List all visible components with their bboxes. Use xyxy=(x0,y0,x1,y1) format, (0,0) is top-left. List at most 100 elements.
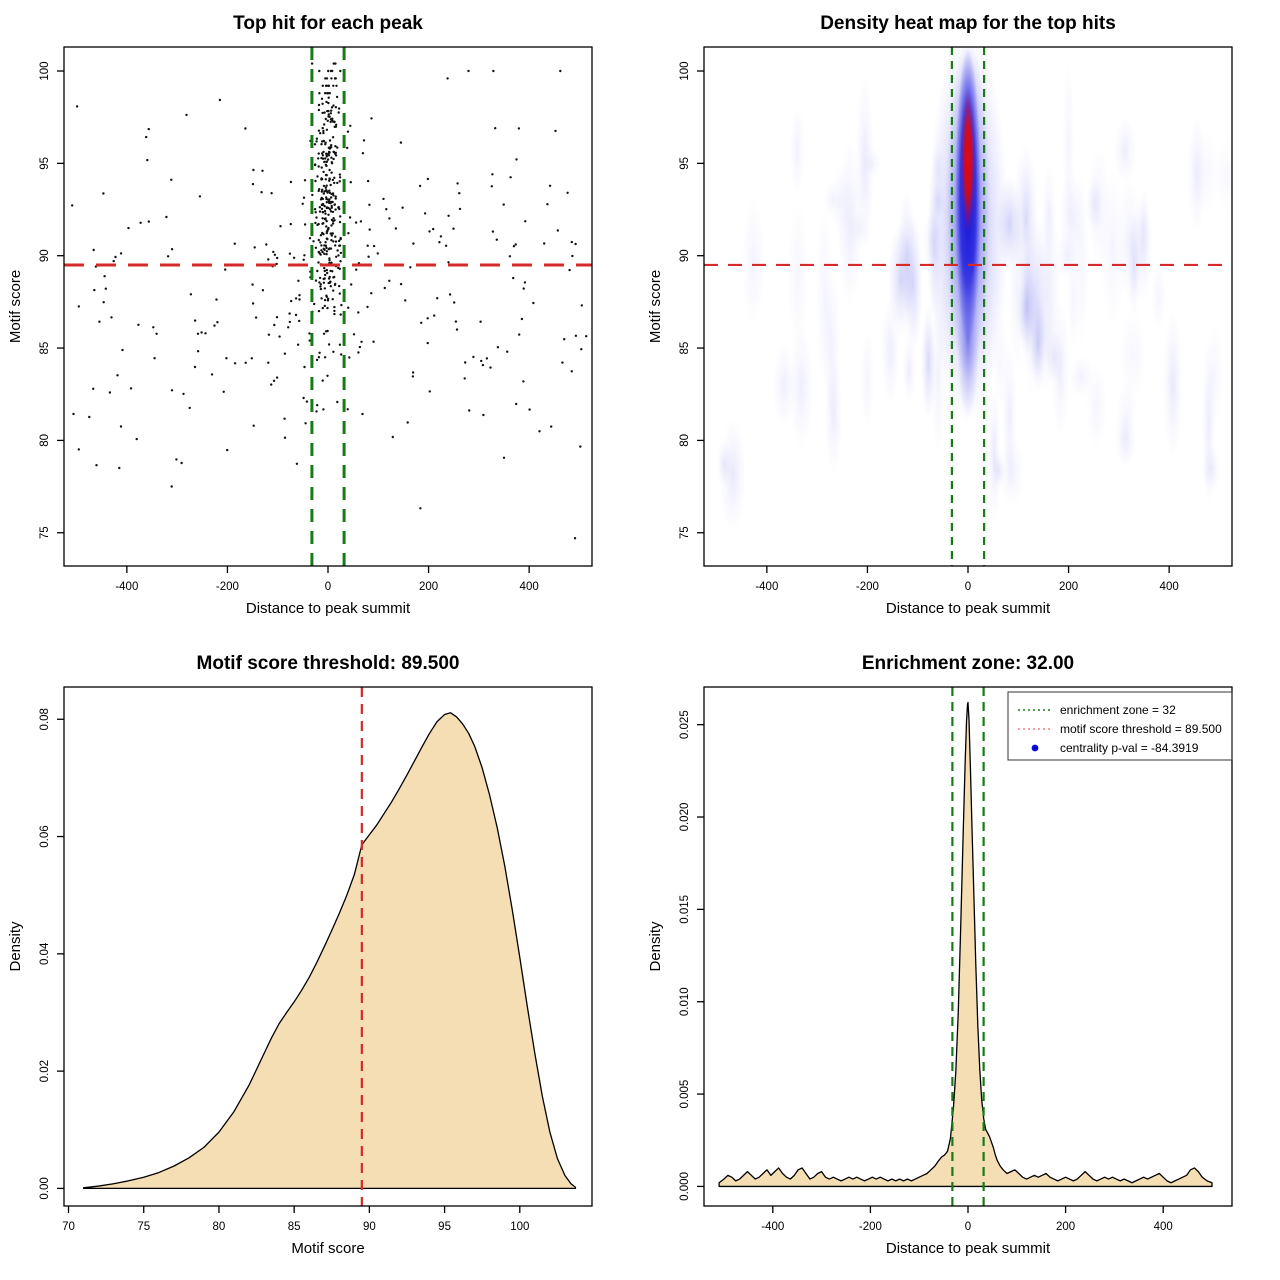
scatter-point xyxy=(409,266,412,269)
legend-box xyxy=(1007,691,1233,761)
scatter-point xyxy=(297,279,300,282)
scatter-point xyxy=(318,210,322,213)
x-tick-label: -400 xyxy=(115,581,138,593)
scatter-point xyxy=(320,190,323,193)
scatter-point xyxy=(447,261,450,264)
scatter-point xyxy=(318,206,322,209)
scatter-point xyxy=(579,445,582,448)
scatter-point xyxy=(322,170,325,174)
scatter-point xyxy=(319,241,322,244)
scatter-point xyxy=(333,77,337,80)
scatter-point xyxy=(318,69,321,73)
scatter-point xyxy=(103,275,106,278)
scatter-point xyxy=(312,240,315,243)
x-tick-label: -400 xyxy=(755,581,778,593)
heat-streak xyxy=(902,336,916,405)
scatter-point xyxy=(319,253,322,256)
scatter-point xyxy=(98,320,101,323)
scatter-point xyxy=(276,256,279,260)
scatter-point xyxy=(538,430,541,433)
scatter-point xyxy=(328,259,331,262)
scatter-point xyxy=(318,281,321,284)
scatter-point xyxy=(338,173,342,176)
plot-background xyxy=(0,0,640,640)
scatter-point xyxy=(388,217,391,220)
scatter-point xyxy=(323,277,326,280)
scatter-point xyxy=(326,92,330,95)
y-tick-label: 0.04 xyxy=(39,942,51,965)
scatter-point xyxy=(331,298,334,301)
scatter-point xyxy=(102,192,105,195)
motif-score-density-content xyxy=(82,687,577,1206)
scatter-point xyxy=(283,436,287,439)
scatter-point xyxy=(261,169,264,172)
axes-group: -400 -200 0 200 400 75 80 85 90 95 100 xyxy=(679,61,1179,593)
scatter-point xyxy=(517,127,521,130)
scatter-point xyxy=(323,123,326,126)
x-tick-label: 100 xyxy=(510,1221,529,1233)
heat-streak xyxy=(1163,311,1183,458)
scatter-point xyxy=(317,165,320,168)
scatter-point xyxy=(320,152,324,155)
scatter-point xyxy=(447,214,450,217)
heat-streak-strong xyxy=(921,304,936,420)
scatter-point xyxy=(370,117,373,120)
scatter-point xyxy=(92,248,95,252)
scatter-point xyxy=(321,84,324,88)
x-tick-label: 85 xyxy=(288,1221,301,1233)
scatter-point xyxy=(411,371,415,374)
y-tick-label: 90 xyxy=(679,249,691,262)
scatter-point xyxy=(275,316,279,319)
scatter-point xyxy=(303,179,307,182)
scatter-point xyxy=(330,109,333,112)
panel-density-heatmap: -400 -200 0 200 400 75 80 85 90 95 100 Density heat… xyxy=(640,0,1280,640)
scatter-point xyxy=(210,373,214,376)
scatter-point xyxy=(349,124,352,128)
scatter-point xyxy=(492,69,495,73)
y-tick-label: 80 xyxy=(679,434,691,447)
scatter-point xyxy=(436,297,439,300)
scatter-point xyxy=(325,100,328,104)
scatter-point xyxy=(326,374,329,377)
y-tick-label: 0.000 xyxy=(679,1172,691,1201)
scatter-point xyxy=(456,182,459,185)
y-axis-label: Density xyxy=(7,921,24,972)
scatter-point xyxy=(338,207,341,211)
heat-streak xyxy=(787,198,809,353)
scatter-point xyxy=(302,196,306,199)
y-tick-label: 0.06 xyxy=(39,825,51,847)
scatter-point xyxy=(116,374,119,377)
scatter-point xyxy=(324,117,327,121)
scatter-point xyxy=(532,301,535,305)
scatter-point xyxy=(288,252,292,255)
scatter-point xyxy=(270,192,273,195)
scatter-point xyxy=(314,221,317,225)
scatter-point xyxy=(495,238,498,241)
scatter-point xyxy=(260,191,263,194)
panel-title: Density heat map for the top hits xyxy=(820,13,1116,34)
scatter-point xyxy=(338,180,341,183)
scatter-point xyxy=(77,448,81,451)
scatter-point xyxy=(320,156,323,160)
scatter-point xyxy=(298,319,301,323)
scatter-point xyxy=(321,211,325,214)
scatter-point xyxy=(585,335,588,338)
x-axis-label: Motif score xyxy=(291,1240,364,1257)
scatter-point xyxy=(321,306,324,310)
scatter-point xyxy=(92,387,95,390)
y-axis-label: Motif score xyxy=(7,270,24,343)
scatter-point xyxy=(279,225,282,228)
scatter-point xyxy=(357,351,360,354)
scatter-point xyxy=(337,107,341,110)
scatter-point xyxy=(189,293,193,296)
scatter-point xyxy=(337,111,340,114)
scatter-point xyxy=(411,375,415,378)
scatter-point xyxy=(329,196,333,199)
scatter-point xyxy=(324,212,327,215)
scatter-point xyxy=(314,279,318,282)
scatter-point xyxy=(428,390,431,393)
scatter-point xyxy=(321,202,324,206)
scatter-point xyxy=(524,220,527,223)
scatter-point xyxy=(404,299,407,302)
y-tick-label: 0.025 xyxy=(679,710,691,739)
